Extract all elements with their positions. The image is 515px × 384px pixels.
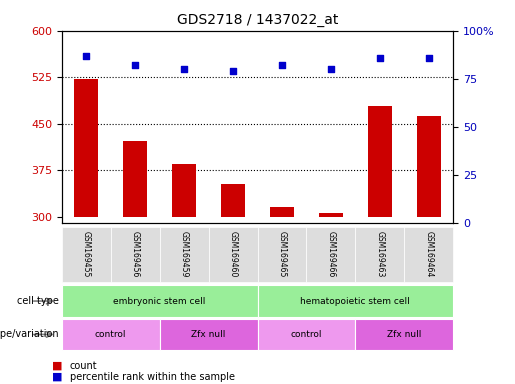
Text: GDS2718 / 1437022_at: GDS2718 / 1437022_at (177, 13, 338, 27)
Bar (319, 214, 343, 217)
Point (375, 55, 384, 61)
Point (327, 66, 335, 72)
Text: GSM169459: GSM169459 (180, 231, 188, 278)
Text: percentile rank within the sample: percentile rank within the sample (70, 372, 234, 382)
Text: ■: ■ (52, 372, 62, 382)
Bar (172, 164, 196, 217)
Text: cell type: cell type (18, 296, 59, 306)
Point (278, 62, 286, 68)
Text: GSM169463: GSM169463 (375, 231, 384, 278)
Text: genotype/variation: genotype/variation (0, 329, 59, 339)
Point (229, 68, 237, 74)
Text: control: control (95, 330, 127, 339)
Bar (368, 106, 392, 217)
Text: GSM169455: GSM169455 (82, 231, 91, 278)
Point (424, 55, 433, 61)
Point (82, 53, 91, 59)
Point (180, 66, 188, 72)
Text: GSM169460: GSM169460 (229, 231, 237, 278)
Text: GSM169465: GSM169465 (278, 231, 286, 278)
Bar (74, 79, 98, 217)
Text: GSM169456: GSM169456 (131, 231, 140, 278)
Text: ■: ■ (52, 361, 62, 371)
Text: hematopoietic stem cell: hematopoietic stem cell (300, 296, 410, 306)
Text: Zfx null: Zfx null (192, 330, 226, 339)
Bar (270, 207, 294, 217)
Bar (221, 184, 245, 217)
Text: count: count (70, 361, 97, 371)
Text: GSM169464: GSM169464 (424, 231, 433, 278)
Text: embryonic stem cell: embryonic stem cell (113, 296, 206, 306)
Bar (123, 141, 147, 217)
Text: Zfx null: Zfx null (387, 330, 421, 339)
Point (131, 62, 139, 68)
Text: GSM169466: GSM169466 (327, 231, 335, 278)
Bar (417, 116, 441, 217)
Text: control: control (290, 330, 322, 339)
